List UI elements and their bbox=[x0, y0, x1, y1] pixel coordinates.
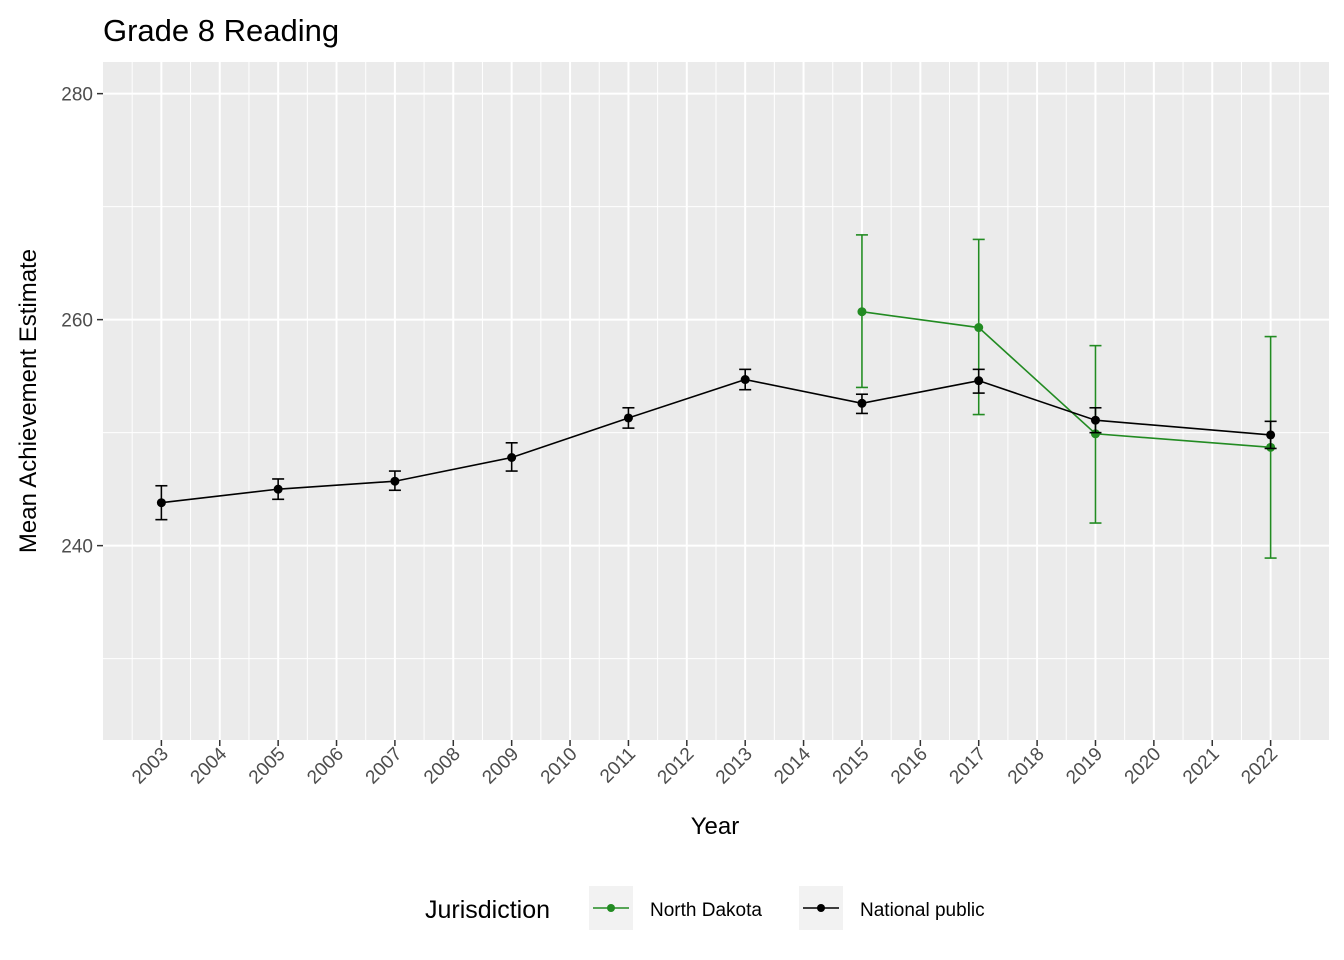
chart-title: Grade 8 Reading bbox=[103, 13, 339, 48]
x-tick-label: 2011 bbox=[596, 744, 640, 788]
x-tick-label: 2006 bbox=[303, 744, 348, 789]
y-tick-label: 240 bbox=[61, 537, 93, 558]
x-tick-label: 2015 bbox=[829, 744, 874, 789]
data-point bbox=[623, 413, 633, 423]
series-line bbox=[161, 378, 1271, 504]
x-tick-label: 2022 bbox=[1237, 744, 1282, 789]
x-tick-label: 2009 bbox=[478, 744, 523, 789]
x-tick-label: 2010 bbox=[537, 744, 582, 789]
data-point bbox=[273, 484, 283, 494]
legend-key-point bbox=[607, 904, 615, 912]
data-point bbox=[857, 398, 867, 408]
y-tick-label: 280 bbox=[61, 85, 93, 106]
legend: Jurisdiction North Dakota National public bbox=[425, 886, 985, 930]
series-line bbox=[861, 310, 1271, 449]
legend-key-point bbox=[817, 904, 825, 912]
data-point bbox=[1090, 415, 1100, 425]
x-tick-label: 2016 bbox=[887, 744, 932, 789]
y-axis-title: Mean Achievement Estimate bbox=[15, 249, 42, 553]
x-tick-label: 2021 bbox=[1179, 744, 1224, 789]
x-tick-label: 2012 bbox=[654, 744, 699, 789]
data-point bbox=[390, 476, 400, 486]
data-point bbox=[974, 376, 984, 386]
x-tick-label: 2020 bbox=[1121, 744, 1166, 789]
x-tick-label: 2005 bbox=[245, 744, 290, 789]
grid bbox=[103, 62, 1329, 740]
data-point bbox=[507, 453, 517, 462]
x-tick-label: 2008 bbox=[420, 744, 465, 789]
x-tick-label: 2017 bbox=[946, 744, 991, 789]
x-tick-label: 2014 bbox=[770, 743, 815, 788]
legend-item: North Dakota bbox=[589, 886, 762, 930]
legend-label: National public bbox=[860, 900, 985, 921]
marks bbox=[155, 234, 1277, 559]
x-tick-label: 2003 bbox=[128, 744, 173, 789]
data-point bbox=[156, 498, 166, 508]
data-point bbox=[974, 323, 984, 333]
x-axis-title: Year bbox=[691, 813, 740, 840]
legend-label: North Dakota bbox=[650, 900, 762, 921]
x-tick-label: 2018 bbox=[1004, 744, 1049, 789]
data-point bbox=[1090, 429, 1100, 439]
data-point bbox=[1266, 430, 1276, 440]
legend-item: National public bbox=[799, 886, 985, 930]
data-point bbox=[740, 375, 750, 385]
x-tick-label: 2019 bbox=[1062, 744, 1107, 789]
x-tick-label: 2007 bbox=[362, 744, 407, 789]
series bbox=[155, 368, 1277, 521]
x-tick-label: 2013 bbox=[712, 744, 757, 789]
legend-title: Jurisdiction bbox=[425, 896, 550, 924]
x-tick-label: 2004 bbox=[187, 743, 232, 788]
y-tick-label: 260 bbox=[61, 311, 93, 332]
data-point bbox=[857, 307, 867, 317]
